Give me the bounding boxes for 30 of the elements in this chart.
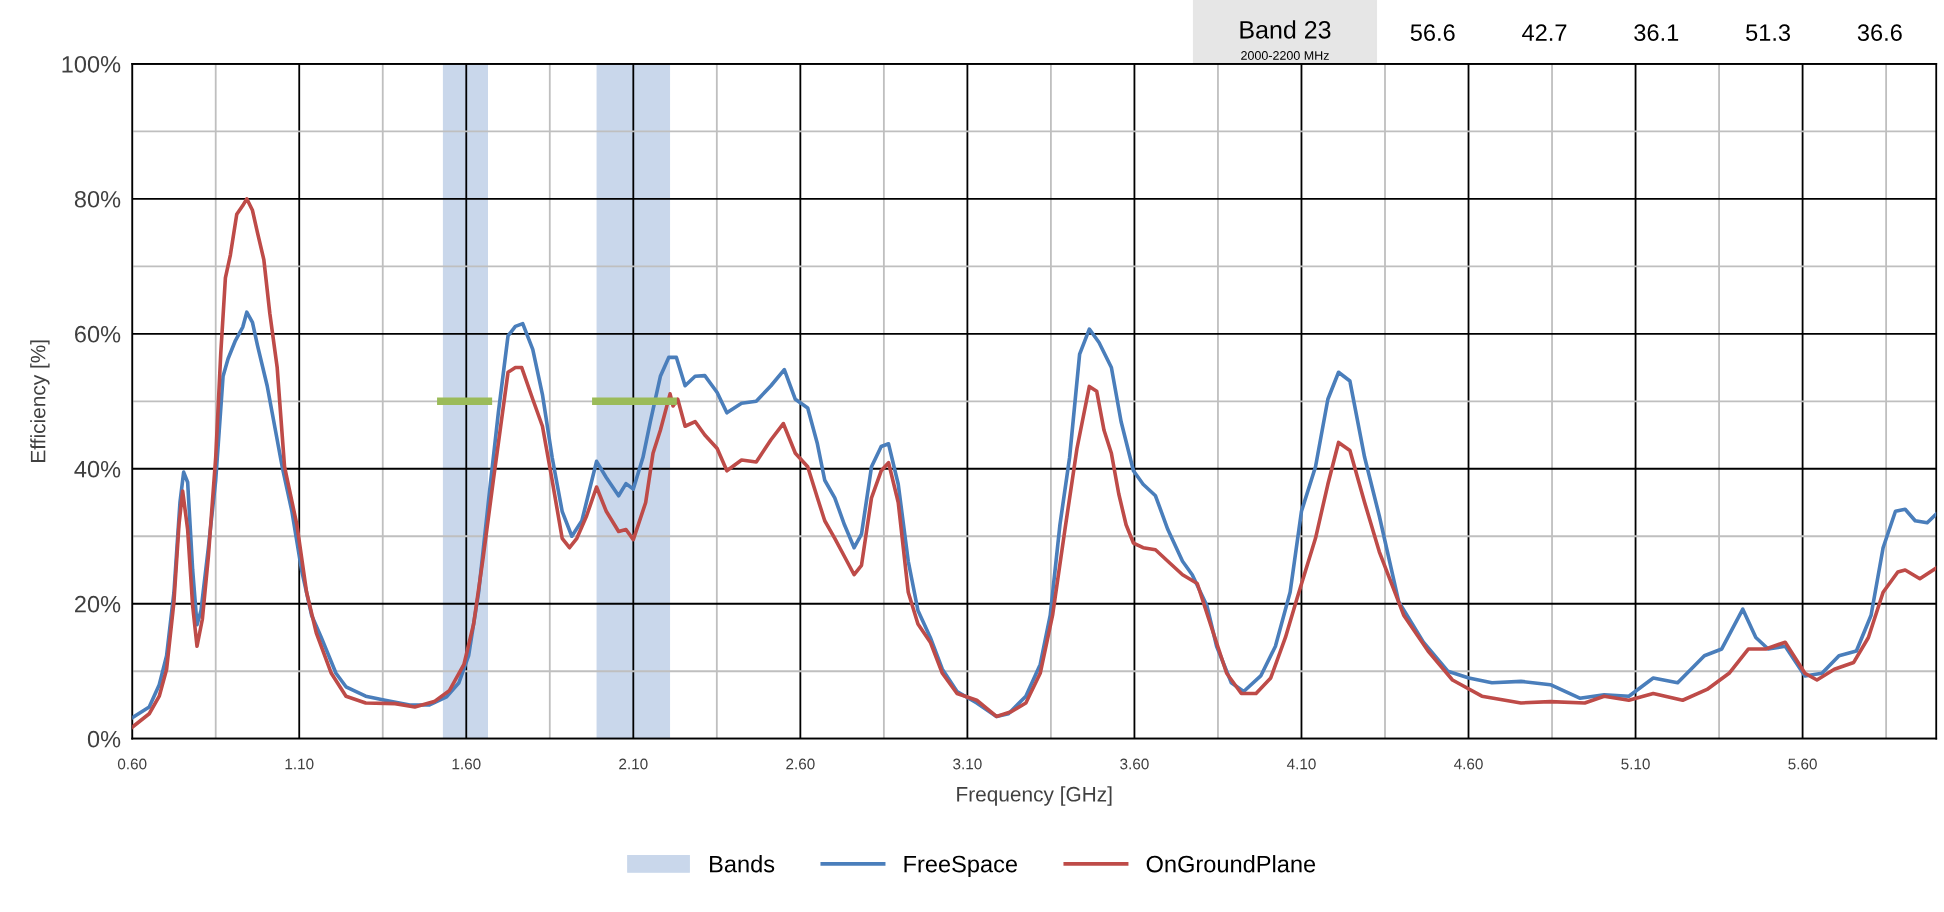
y-axis-title: Efficiency [%] — [30, 340, 50, 462]
x-tick-label: 4.10 — [1286, 758, 1316, 770]
y-tick-label: 100% — [62, 55, 121, 73]
text: 2000-2200 MHz — [1241, 51, 1329, 60]
y-tick-label: 60% — [75, 325, 121, 343]
x-tick-label: 5.60 — [1788, 758, 1817, 770]
y-tick-label: 80% — [74, 190, 121, 208]
y-tick-label: 0% — [87, 730, 121, 748]
x-tick-label: 2.10 — [619, 758, 648, 770]
line-series — [132, 197, 1937, 730]
legend-label: Bands — [710, 855, 775, 873]
x-tick-label: 5.10 — [1621, 758, 1650, 770]
text: 36.1 — [1634, 24, 1679, 41]
x-tick-label: 1.10 — [285, 758, 314, 770]
x-tick-label: 3.60 — [1120, 758, 1149, 770]
x-tick-label: 3.10 — [953, 758, 982, 770]
y-tick-label: 20% — [75, 595, 121, 613]
x-tick-label: 0.60 — [117, 758, 147, 770]
text: 42.7 — [1522, 24, 1567, 41]
text: 51.3 — [1746, 24, 1791, 41]
text: 56.6 — [1410, 24, 1455, 41]
x-axis-title: Frequency [GHz] — [957, 786, 1112, 806]
text: Band 23 — [1240, 20, 1331, 39]
y-tick-label: 40% — [74, 460, 121, 478]
legend-label: OnGroundPlane — [1146, 855, 1316, 873]
x-tick-label: 1.60 — [452, 758, 481, 770]
x-tick-label: 4.60 — [1454, 758, 1483, 770]
legend-label: FreeSpace — [904, 855, 1017, 878]
text: 36.6 — [1857, 24, 1902, 41]
x-tick-label: 2.60 — [786, 758, 815, 770]
